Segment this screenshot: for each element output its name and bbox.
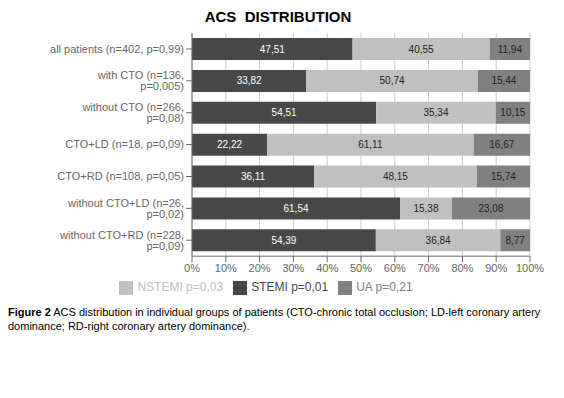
- svg-text:36,84: 36,84: [426, 235, 451, 246]
- svg-text:33,82: 33,82: [237, 75, 262, 86]
- svg-text:100%: 100%: [516, 262, 544, 274]
- svg-text:90%: 90%: [485, 262, 507, 274]
- svg-text:15,38: 15,38: [413, 203, 438, 214]
- svg-text:54,39: 54,39: [271, 235, 296, 246]
- svg-text:61,54: 61,54: [283, 203, 308, 214]
- svg-text:15,74: 15,74: [491, 171, 516, 182]
- html-text:UA p=0,21: UA p=0,21: [356, 280, 413, 295]
- html-text:Figure 2 ACS distribution in i: Figure 2 ACS distribution in individual …: [8, 306, 544, 333]
- svg-text:CTO+LD (n=18, p=0,09): CTO+LD (n=18, p=0,09): [65, 138, 184, 150]
- svg-text:0%: 0%: [184, 262, 200, 274]
- svg-text:without CTO+RD (n=228,p=0,09): without CTO+RD (n=228,p=0,09): [59, 229, 184, 252]
- svg-text:with CTO (n=136,p=0,005): with CTO (n=136,p=0,005): [97, 69, 184, 92]
- svg-text:61,11: 61,11: [358, 139, 383, 150]
- svg-text:10%: 10%: [215, 262, 237, 274]
- svg-text:23,08: 23,08: [478, 203, 503, 214]
- html-text:ACS DISTRIBUTION: ACS DISTRIBUTION: [204, 8, 352, 25]
- svg-text:50%: 50%: [350, 262, 372, 274]
- svg-text:40,55: 40,55: [409, 44, 434, 55]
- svg-text:8,77: 8,77: [505, 235, 525, 246]
- svg-text:36,11: 36,11: [241, 171, 266, 182]
- svg-text:CTO+RD (n=108, p=0,05): CTO+RD (n=108, p=0,05): [57, 170, 184, 182]
- svg-text:15,44: 15,44: [491, 75, 516, 86]
- html-text:NSTEMI p=0,03: NSTEMI p=0,03: [137, 280, 224, 295]
- svg-text:47,51: 47,51: [260, 44, 285, 55]
- svg-text:80%: 80%: [451, 262, 473, 274]
- svg-text:54,51: 54,51: [272, 107, 297, 118]
- svg-text:16,67: 16,67: [489, 139, 514, 150]
- svg-text:30%: 30%: [282, 262, 304, 274]
- svg-text:22,22: 22,22: [217, 139, 242, 150]
- svg-text:50,74: 50,74: [380, 75, 405, 86]
- svg-text:20%: 20%: [249, 262, 271, 274]
- svg-text:10,15: 10,15: [500, 107, 525, 118]
- svg-text:40%: 40%: [316, 262, 338, 274]
- html-text:STEMI p=0,01: STEMI p=0,01: [251, 280, 329, 295]
- svg-text:70%: 70%: [418, 262, 440, 274]
- svg-text:all patients (n=402, p=0,99): all patients (n=402, p=0,99): [50, 43, 184, 55]
- svg-text:without CTO (n=266,p=0,08): without CTO (n=266,p=0,08): [81, 101, 184, 124]
- svg-text:35,34: 35,34: [423, 107, 448, 118]
- svg-text:48,15: 48,15: [383, 171, 408, 182]
- svg-text:60%: 60%: [384, 262, 406, 274]
- svg-text:11,94: 11,94: [498, 44, 523, 55]
- svg-text:without CTO+LD (n=26,p=0,02): without CTO+LD (n=26,p=0,02): [67, 197, 184, 220]
